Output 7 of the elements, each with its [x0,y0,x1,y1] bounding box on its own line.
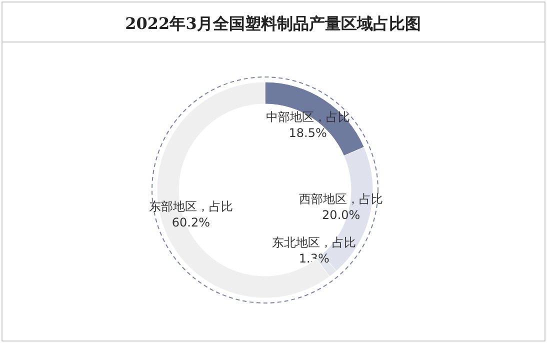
data-label: 20.0% [322,208,360,222]
data-label: 60.2% [172,216,210,230]
chart-title: 2022年3月全国塑料制品产量区域占比图 [125,14,421,33]
data-label: 18.5% [288,126,327,140]
slice-label: 东北地区，占比 [272,236,356,250]
slice-label: 东部地区，占比 [148,200,233,214]
slice-label: 西部地区，占比 [299,192,384,206]
